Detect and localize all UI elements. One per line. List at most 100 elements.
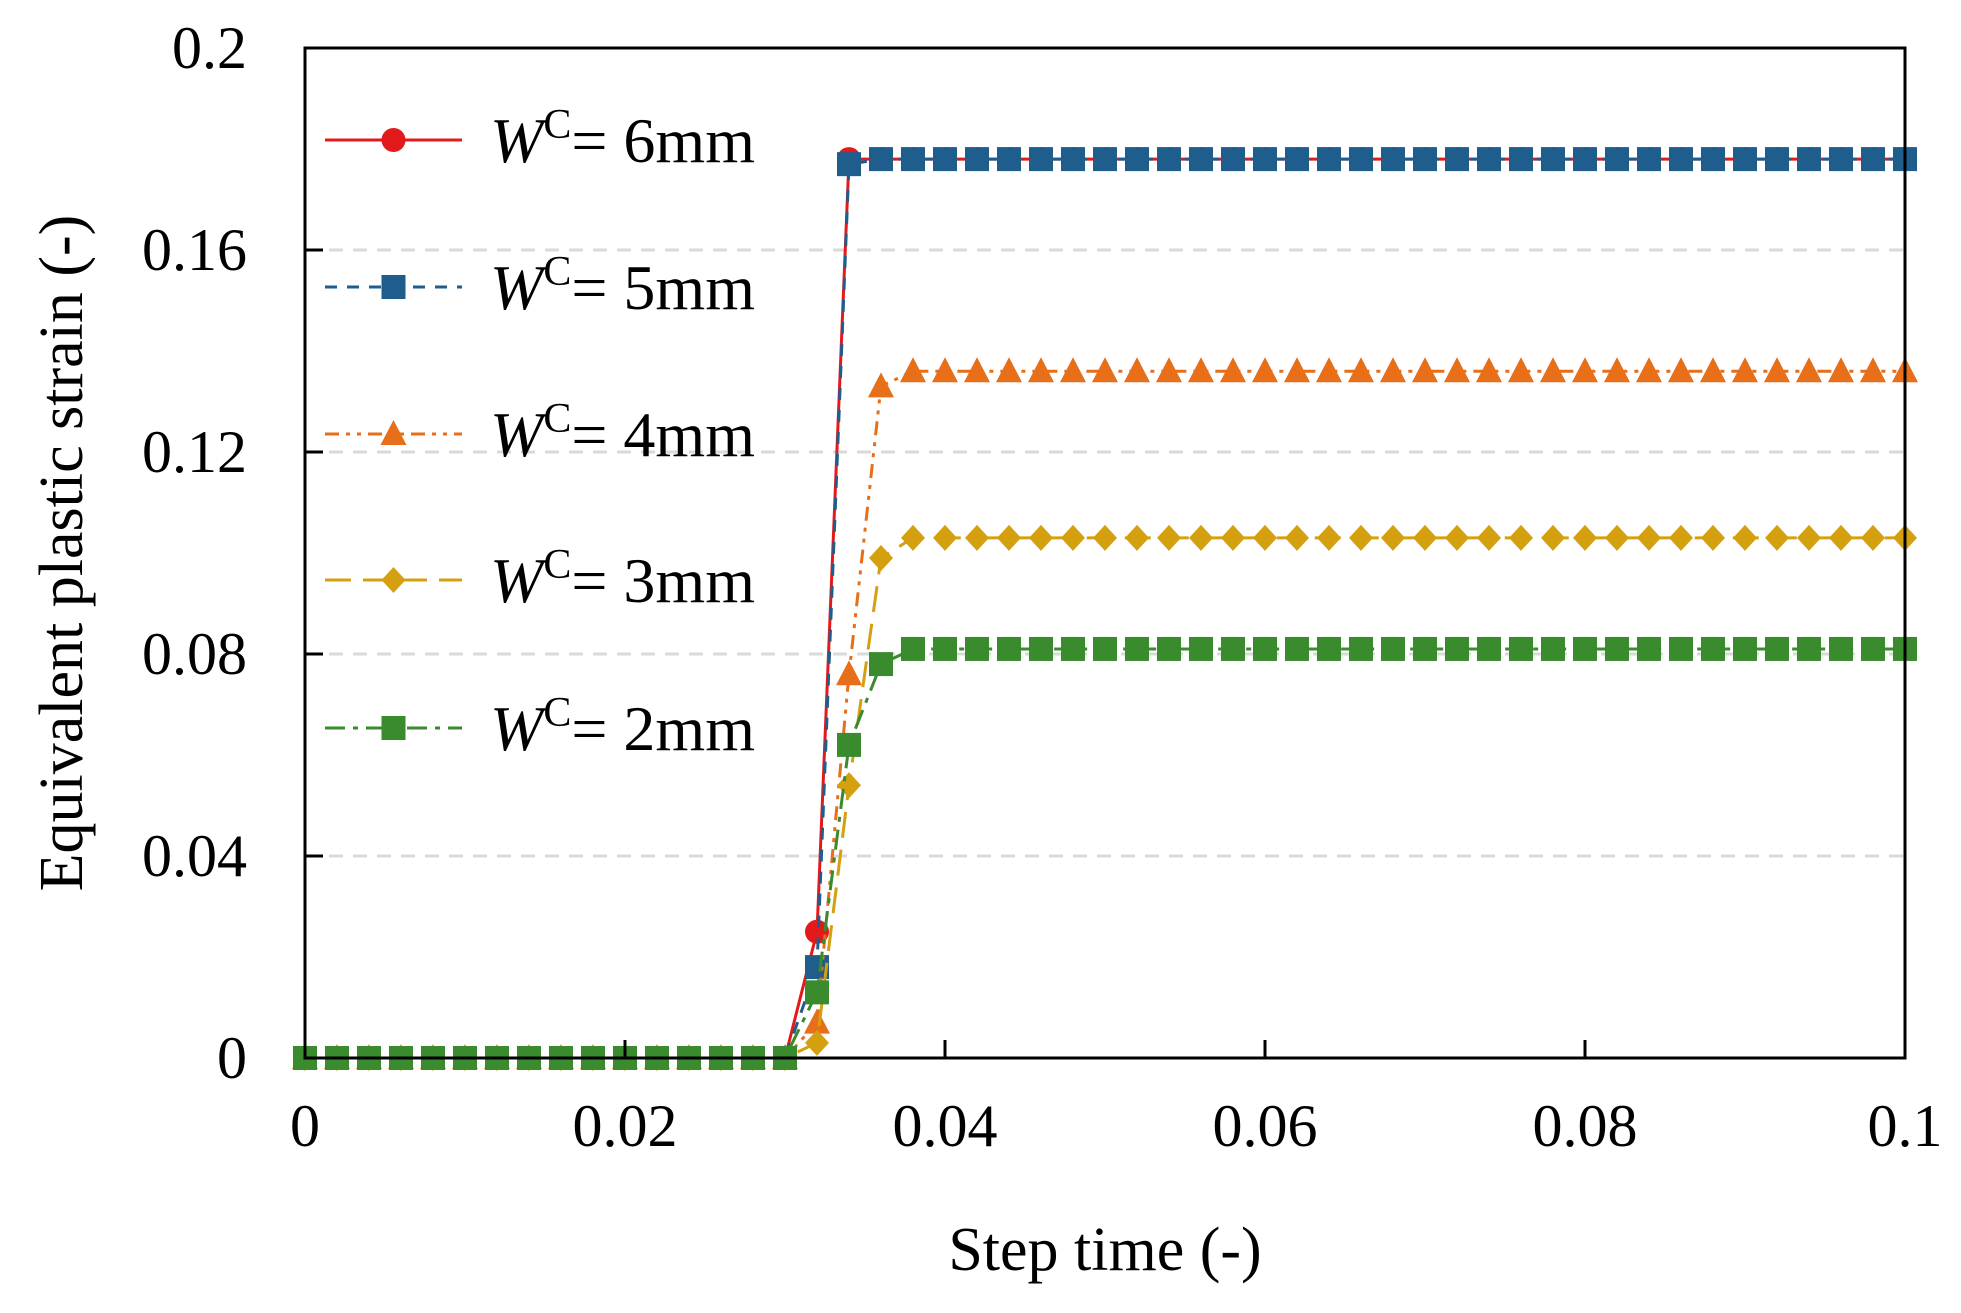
series-4-point-29 [1221,636,1245,661]
series-2-point-40 [1572,357,1598,383]
series-4-point-16 [805,980,829,1005]
series-2-point-16 [804,1008,830,1034]
series-3-point-49 [1861,524,1885,551]
y-tick-label-3: 0.12 [142,419,247,485]
series-1-point-20 [933,147,957,172]
series-2-point-32 [1316,357,1342,383]
series-2-point-39 [1540,357,1566,383]
series-4-point-18 [869,652,893,677]
series-3-point-23 [1029,524,1053,551]
legend-item-4: WC= 2mm [325,690,755,764]
series-1-point-32 [1317,147,1341,172]
x-tick-label-3: 0.06 [1213,1093,1318,1159]
series-1-point-31 [1285,147,1309,172]
series-3-point-32 [1317,524,1341,551]
series-1-point-19 [901,147,925,172]
series-4-point-44 [1701,636,1725,661]
series-4-point-40 [1573,636,1597,661]
legend-marker-1 [381,275,406,299]
legend-item-2: WC= 4mm [325,396,755,470]
series-1-point-36 [1445,147,1469,172]
legend-value-1: = 5mm [571,252,755,323]
legend-label-4: WC= 2mm [490,690,755,764]
series-2-point-29 [1220,357,1246,383]
series-3-point-33 [1349,524,1373,551]
ticks: 0 0.02 0.04 0.06 0.08 0.1 0 0.04 0.08 0.12 0.16 0.2 [142,15,1943,1159]
series-2-point-48 [1828,357,1854,383]
plot-frame [303,46,1907,1060]
x-tick-label-2: 0.04 [893,1093,998,1159]
series-1-point-22 [997,147,1021,172]
series-1-point-48 [1829,147,1853,172]
legend-item-0: WC= 6mm [325,102,755,176]
series-4-point-32 [1317,636,1341,661]
series-2-point-41 [1604,357,1630,383]
series-2-point-44 [1700,357,1726,383]
series-4-point-25 [1093,636,1117,661]
series-1-point-25 [1093,147,1117,172]
series-4-point-37 [1477,636,1501,661]
series-3-point-22 [997,524,1021,551]
x-tick-label-5: 0.1 [1868,1093,1943,1159]
legend-sup-3: C [543,542,571,588]
series-3-point-46 [1765,524,1789,551]
series-3-point-43 [1669,524,1693,551]
y-tick-label-4: 0.16 [142,217,247,283]
series-3-point-44 [1701,524,1725,551]
series-4-point-34 [1381,636,1405,661]
series-2-point-46 [1764,357,1790,383]
series-1-point-38 [1509,147,1533,172]
series-3-point-16 [805,1029,829,1056]
series-2-point-25 [1092,357,1118,383]
legend-sup-2: C [543,396,571,442]
series-2-point-22 [996,357,1022,383]
series-4-point-27 [1157,636,1181,661]
series-0-point-16 [805,919,829,944]
series-2-point-35 [1412,357,1438,383]
series-1-point-17 [837,152,861,177]
series-4-point-46 [1765,636,1789,661]
legend-w-1: W [490,252,549,323]
legend-value-4: = 2mm [571,693,755,764]
series-3-point-48 [1829,524,1853,551]
series-4-point-30 [1253,636,1277,661]
series-1-point-49 [1861,147,1885,172]
series-1-point-47 [1797,147,1821,172]
legend-w-0: W [490,105,549,176]
series-1-point-33 [1349,147,1373,172]
legend-value-3: = 3mm [571,545,755,616]
series-3-point-37 [1477,524,1501,551]
series-1-point-46 [1765,147,1789,172]
legend-label-3: WC= 3mm [490,542,755,616]
series-1-point-18 [869,147,893,172]
series-3-point-27 [1157,524,1181,551]
series-3-point-39 [1541,524,1565,551]
series-1-point-27 [1157,147,1181,172]
legend-sup-0: C [543,102,571,148]
series-2-point-34 [1380,357,1406,383]
series-1-point-26 [1125,147,1149,172]
legend-label-0: WC= 6mm [490,102,755,176]
series-3-point-21 [965,524,989,551]
series-1-point-30 [1253,147,1277,172]
series-4-point-47 [1797,636,1821,661]
x-tick-label-1: 0.02 [573,1093,678,1159]
series-1-point-45 [1733,147,1757,172]
legend-value-0: = 6mm [571,105,755,176]
series-2-point-42 [1636,357,1662,383]
legend-sup-4: C [543,690,571,736]
series-3-point-29 [1221,524,1245,551]
series-2-point-43 [1668,357,1694,383]
series-1-point-39 [1541,147,1565,172]
series-3-point-45 [1733,524,1757,551]
series-1-point-37 [1477,147,1501,172]
series-4-point-49 [1861,636,1885,661]
series-2-point-21 [964,357,990,383]
series-3-point-30 [1253,524,1277,551]
legend-sup-1: C [543,249,571,295]
legend-value-2: = 4mm [571,399,755,470]
x-tick-label-4: 0.08 [1533,1093,1638,1159]
series-3-point-47 [1797,524,1821,551]
series-1-point-28 [1189,147,1213,172]
series-4-point-20 [933,636,957,661]
